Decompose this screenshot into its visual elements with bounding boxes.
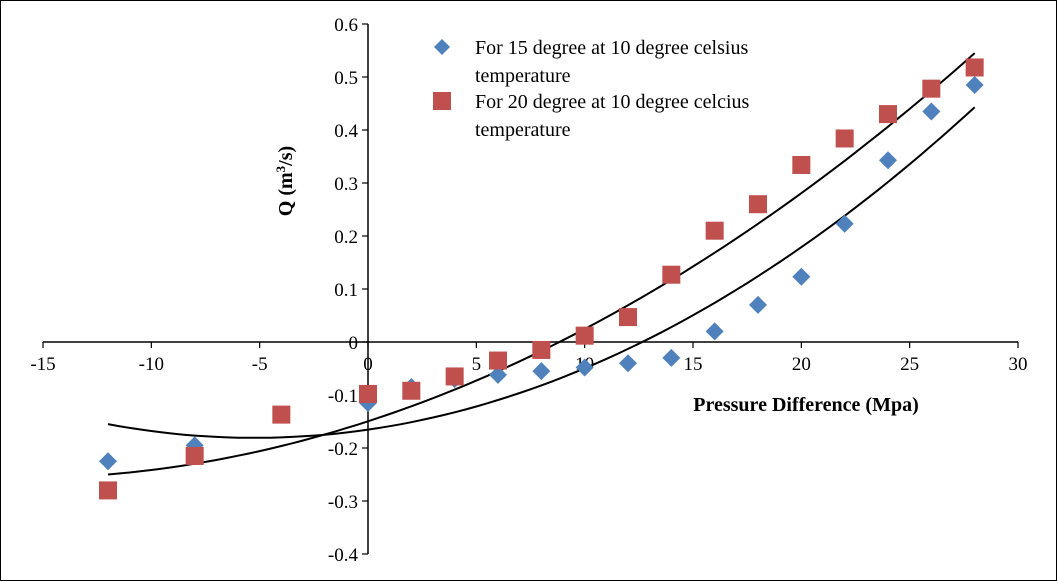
x-tick-label: -15 bbox=[30, 354, 55, 375]
data-point-diamond bbox=[965, 75, 984, 94]
legend-entry-2-line-2: temperature bbox=[475, 119, 571, 141]
data-point-square bbox=[749, 195, 767, 214]
legend-marker-diamond bbox=[434, 39, 450, 55]
y-tick-label: -0.3 bbox=[328, 492, 358, 513]
legend-entry-1-line-2: temperature bbox=[475, 65, 571, 87]
data-point-diamond bbox=[749, 295, 767, 314]
legend-entry-2-line-1: For 20 degree at 10 degree celcius bbox=[475, 91, 750, 113]
x-tick-label: -5 bbox=[252, 354, 268, 375]
trendline-series-1 bbox=[107, 106, 976, 439]
data-point-square bbox=[835, 129, 854, 148]
x-tick-label: 20 bbox=[792, 354, 811, 375]
data-point-diamond bbox=[99, 452, 117, 471]
y-tick-label: 0.6 bbox=[334, 15, 358, 36]
legend-marker-square bbox=[433, 92, 451, 110]
x-tick-label: 0 bbox=[363, 354, 373, 375]
data-point-diamond bbox=[489, 365, 507, 384]
data-markers bbox=[99, 58, 984, 500]
x-tick-label: 5 bbox=[472, 354, 482, 375]
data-point-square bbox=[922, 79, 941, 98]
data-point-diamond bbox=[575, 358, 594, 377]
data-point-square bbox=[792, 155, 811, 174]
data-point-square bbox=[99, 481, 117, 500]
y-axis-title: Q (m3/s) bbox=[273, 146, 298, 216]
data-point-diamond bbox=[922, 102, 941, 121]
y-tick-label: 0.4 bbox=[334, 121, 358, 142]
y-tick-label: -0.2 bbox=[328, 439, 358, 460]
y-tick-label: 0.2 bbox=[334, 227, 358, 248]
y-tick-label: 0.3 bbox=[334, 174, 358, 195]
data-point-square bbox=[272, 405, 291, 424]
x-tick-label: -10 bbox=[139, 354, 164, 375]
data-point-square bbox=[445, 367, 464, 386]
x-tick-label: 15 bbox=[684, 354, 703, 375]
axes: -15-10-5051015202530-0.4-0.3-0.2-0.100.1… bbox=[30, 15, 1027, 566]
data-point-square bbox=[662, 265, 681, 284]
data-point-diamond bbox=[532, 362, 551, 381]
data-point-square bbox=[359, 384, 377, 403]
data-point-square bbox=[619, 308, 637, 327]
y-tick-label: -0.4 bbox=[328, 545, 359, 566]
y-tick-label: 0 bbox=[349, 333, 359, 354]
x-axis-title: Pressure Difference (Mpa) bbox=[693, 394, 918, 416]
data-point-square bbox=[965, 58, 984, 77]
data-point-square bbox=[185, 446, 204, 465]
data-point-square bbox=[532, 340, 551, 359]
y-tick-label: -0.1 bbox=[328, 386, 358, 407]
data-point-square bbox=[879, 105, 897, 124]
data-point-diamond bbox=[619, 354, 637, 373]
legend: For 15 degree at 10 degree celsius tempe… bbox=[433, 37, 750, 141]
data-point-square bbox=[705, 221, 724, 240]
data-point-diamond bbox=[879, 151, 897, 170]
x-tick-label: 30 bbox=[1009, 354, 1028, 375]
x-tick-label: 25 bbox=[900, 354, 919, 375]
y-tick-label: 0.5 bbox=[334, 68, 358, 89]
data-point-square bbox=[402, 381, 421, 400]
data-point-diamond bbox=[662, 348, 681, 367]
data-point-diamond bbox=[792, 267, 811, 286]
data-point-diamond bbox=[705, 322, 724, 341]
data-point-diamond bbox=[835, 214, 854, 233]
data-point-square bbox=[489, 351, 507, 370]
legend-entry-1-line-1: For 15 degree at 10 degree celsius bbox=[475, 37, 748, 59]
y-tick-label: 0.1 bbox=[334, 280, 358, 301]
data-point-square bbox=[575, 326, 594, 345]
